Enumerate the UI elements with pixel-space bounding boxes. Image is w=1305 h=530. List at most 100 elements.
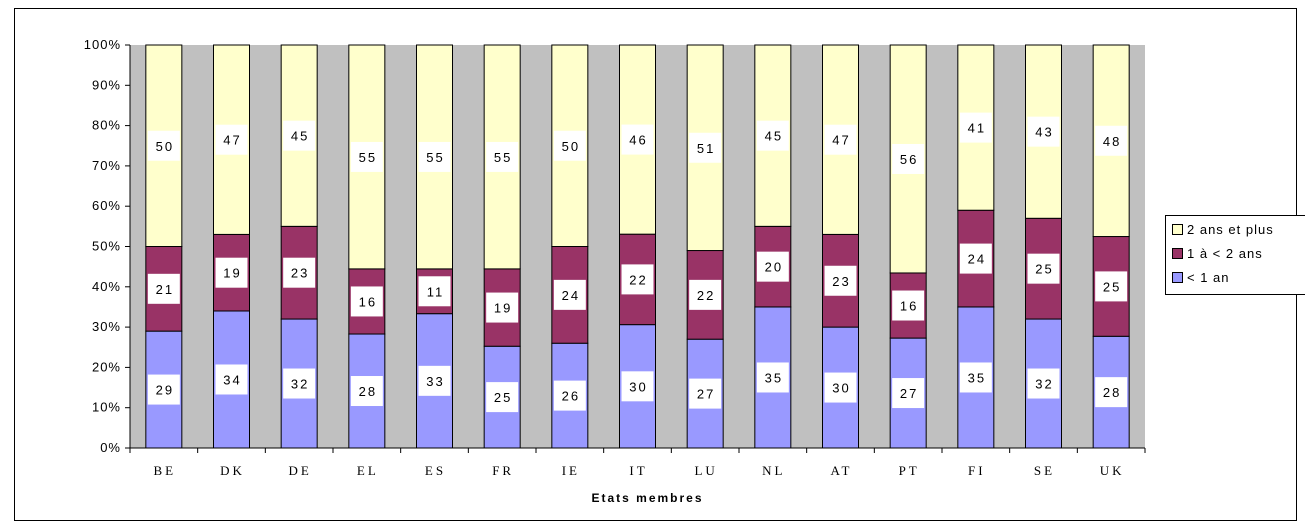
data-label-box xyxy=(350,141,383,172)
data-label: 50 xyxy=(562,139,580,154)
data-label-box xyxy=(215,124,248,155)
x-tick-label: BE xyxy=(154,463,177,478)
y-tick-label: 40% xyxy=(92,279,121,294)
y-tick-label: 0% xyxy=(100,440,121,455)
data-label: 21 xyxy=(156,282,174,297)
data-label: 30 xyxy=(832,381,850,396)
data-label-box xyxy=(621,124,654,155)
y-tick-label: 90% xyxy=(92,77,121,92)
data-label-box xyxy=(486,292,519,323)
data-label-box xyxy=(959,112,992,143)
data-label: 26 xyxy=(562,389,580,404)
x-tick-label: IT xyxy=(629,463,647,478)
data-label: 55 xyxy=(359,150,377,165)
data-label: 55 xyxy=(426,150,444,165)
x-tick-label: UK xyxy=(1100,463,1125,478)
data-label-box xyxy=(756,251,789,282)
data-label-box xyxy=(147,374,180,405)
data-label: 47 xyxy=(223,133,241,148)
x-tick-label: PT xyxy=(899,463,920,478)
data-label-box xyxy=(283,257,316,288)
x-tick-label: FR xyxy=(492,463,514,478)
data-label: 51 xyxy=(697,141,715,156)
legend-item: 1 à < 2 ans xyxy=(1172,245,1263,261)
data-label: 11 xyxy=(427,284,445,299)
data-label: 25 xyxy=(494,390,512,405)
data-label-box xyxy=(959,243,992,274)
data-label-box xyxy=(689,132,722,163)
data-label: 28 xyxy=(1103,385,1121,400)
x-tick-label: LU xyxy=(694,463,717,478)
x-tick-label: AT xyxy=(831,463,853,478)
chart-frame: 0% 10% 20% 30% 40% 50% 60% 70% 80% 90% 100% 29 21 50 B… xyxy=(14,8,1305,521)
data-label: 46 xyxy=(629,133,647,148)
data-label-box xyxy=(959,362,992,393)
data-label-box xyxy=(1095,125,1128,156)
data-label: 22 xyxy=(629,272,647,287)
x-tick-label: DE xyxy=(288,463,311,478)
data-label-box xyxy=(350,376,383,407)
data-label: 25 xyxy=(1103,279,1121,294)
data-label: 29 xyxy=(156,383,174,398)
data-label: 24 xyxy=(968,252,986,267)
data-label: 33 xyxy=(426,374,444,389)
data-label-box xyxy=(418,276,451,307)
x-tick-label: ES xyxy=(425,463,446,478)
data-label: 35 xyxy=(968,370,986,385)
y-tick-label: 70% xyxy=(92,158,121,173)
data-label-box xyxy=(892,378,925,409)
data-label: 48 xyxy=(1103,134,1121,149)
data-label: 24 xyxy=(562,288,580,303)
data-label: 56 xyxy=(900,152,918,167)
data-label: 35 xyxy=(765,370,783,385)
x-axis-title: Etats membres xyxy=(591,491,703,505)
data-label: 16 xyxy=(359,294,377,309)
data-label-box xyxy=(1027,253,1060,284)
data-label-box xyxy=(621,264,654,295)
y-tick-label: 50% xyxy=(92,239,121,254)
data-label-box xyxy=(1095,377,1128,408)
legend-label: 1 à < 2 ans xyxy=(1187,245,1263,261)
data-label-box xyxy=(621,371,654,402)
x-tick-label: DK xyxy=(220,463,245,478)
data-label: 55 xyxy=(494,150,512,165)
legend-item: < 1 an xyxy=(1172,270,1230,285)
data-label-box xyxy=(283,368,316,399)
data-label-box xyxy=(1095,271,1128,302)
data-label-box xyxy=(689,378,722,409)
data-label: 27 xyxy=(697,387,715,402)
y-tick-label: 100% xyxy=(84,37,121,52)
data-label-box xyxy=(892,143,925,174)
legend-swatch xyxy=(1172,271,1183,283)
data-label-box xyxy=(824,265,857,296)
data-label-box xyxy=(824,372,857,403)
y-tick-label: 80% xyxy=(92,118,121,133)
data-label: 28 xyxy=(359,384,377,399)
data-label: 34 xyxy=(223,372,241,387)
data-label-box xyxy=(689,279,722,310)
data-label: 45 xyxy=(765,129,783,144)
data-label: 22 xyxy=(697,288,715,303)
data-label: 47 xyxy=(832,133,850,148)
data-label-box xyxy=(553,279,586,310)
data-label-box xyxy=(756,362,789,393)
data-label: 43 xyxy=(1035,125,1053,140)
data-label-box xyxy=(824,124,857,155)
x-tick-label: FI xyxy=(968,463,986,478)
data-label: 16 xyxy=(900,299,918,314)
x-tick-label: EL xyxy=(357,463,379,478)
data-label: 30 xyxy=(629,379,647,394)
data-label-box xyxy=(350,286,383,317)
data-label-box xyxy=(147,273,180,304)
data-label-box xyxy=(892,290,925,321)
data-label: 25 xyxy=(1035,262,1053,277)
data-label: 20 xyxy=(765,260,783,275)
data-label: 27 xyxy=(900,386,918,401)
data-label: 19 xyxy=(494,301,512,316)
legend-swatch xyxy=(1172,247,1183,259)
data-label-box xyxy=(1027,116,1060,147)
data-label: 45 xyxy=(291,129,309,144)
y-tick-label: 20% xyxy=(92,359,121,374)
data-label-box xyxy=(756,120,789,151)
x-tick-label: IE xyxy=(562,463,580,478)
